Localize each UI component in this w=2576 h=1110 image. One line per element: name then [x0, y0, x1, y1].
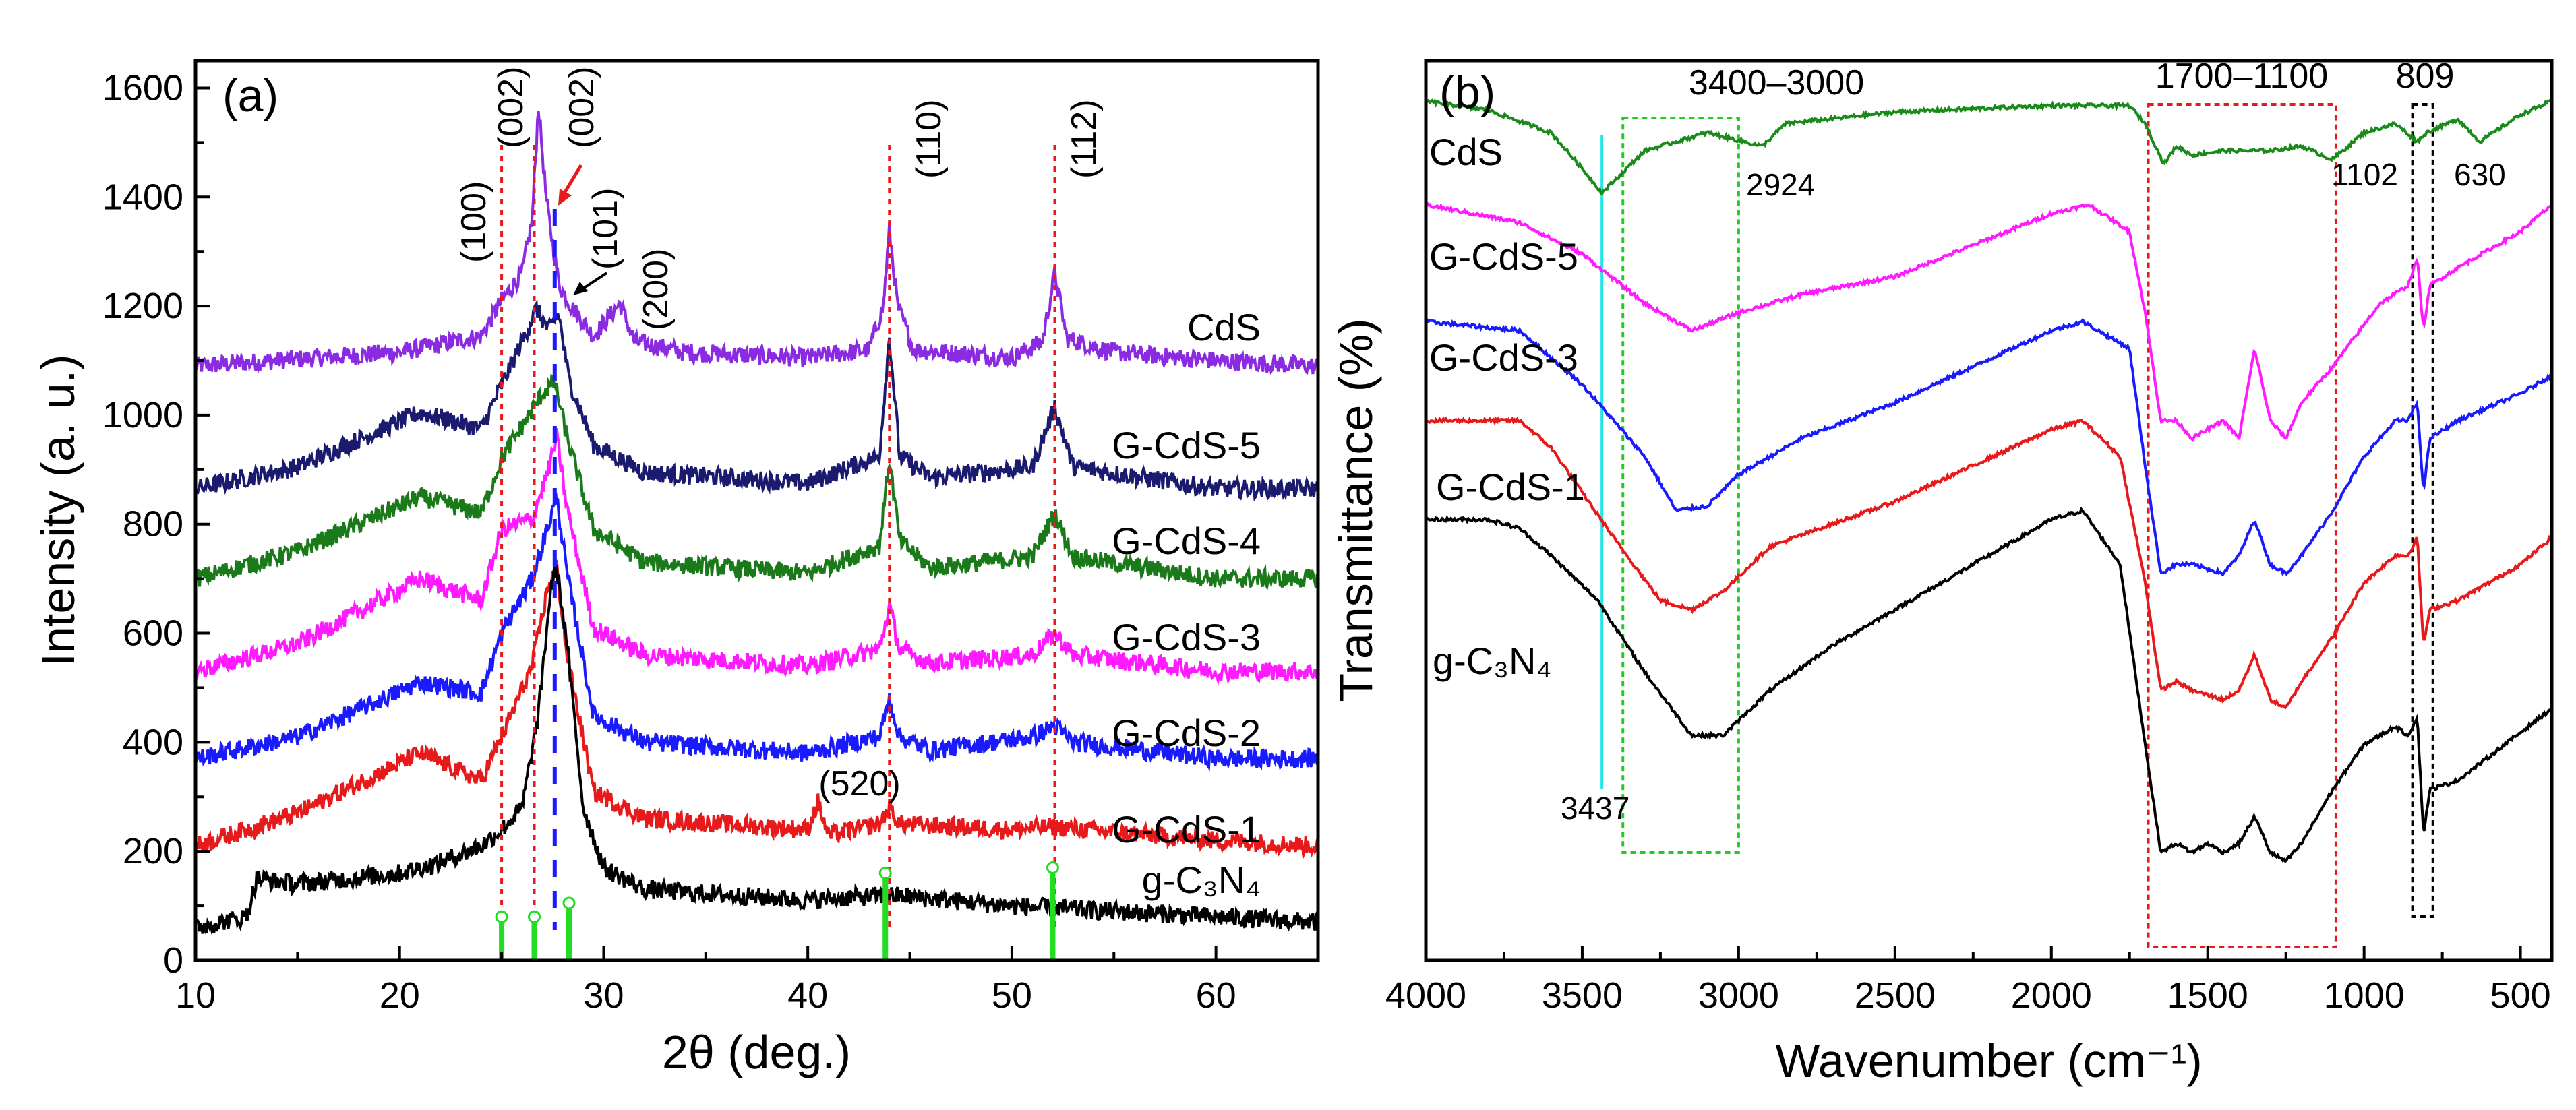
xrd-label-110: (110): [909, 99, 949, 179]
xrd-y-tick-label: 1000: [102, 395, 183, 435]
xrd-x-tick-label: 30: [583, 975, 624, 1016]
ftir-curve-g-cds-1: [1425, 416, 2553, 710]
ftir-label-1700-1100: 1700–1100: [2155, 57, 2328, 96]
xrd-label-520: (520): [818, 764, 900, 803]
ftir-x-axis-title: Wavenumber (cm⁻¹): [1775, 1035, 2202, 1087]
ftir-x-tick-label: 500: [2490, 975, 2551, 1016]
xrd-label-g-cds-5: G-CdS-5: [1112, 424, 1261, 466]
xrd-label-g-cds-3: G-CdS-3: [1112, 616, 1261, 658]
xrd-panel-label: (a): [222, 70, 278, 121]
xrd-curve-g-cds-1: [194, 559, 1319, 859]
xrd-series-group: [194, 111, 1319, 935]
xrd-label-g-cds-1: G-CdS-1: [1112, 808, 1261, 851]
xrd-y-axis-title: Intensity (a. u.): [32, 354, 84, 667]
xrd-label-g-cds-4: G-CdS-4: [1112, 520, 1261, 562]
xrd-reference-lines: [500, 145, 1056, 930]
xrd-y-tick-label: 0: [163, 940, 183, 981]
xrd-standard-peak-cap: [495, 910, 508, 923]
ftir-label-g-cds-1: G-CdS-1: [1436, 466, 1585, 508]
xrd-y-tick-label: 400: [123, 722, 183, 762]
ftir-panel: 4000 3500 3000 2500 2000 1500 1000 500 (b) Wave…: [1329, 57, 2554, 1087]
xrd-label-101: (101): [586, 188, 625, 270]
xrd-x-tick-label: 60: [1196, 975, 1236, 1016]
ftir-label-3400-3000: 3400–3000: [1689, 63, 1864, 102]
xrd-curve-g-cds-5: [194, 299, 1319, 502]
xrd-label-200: (200): [636, 249, 676, 330]
xrd-x-ticks: 10 20 30 40 50 60: [175, 946, 1319, 1016]
xrd-label-100: (100): [454, 181, 493, 263]
ftir-x-tick-label: 4000: [1385, 975, 1466, 1016]
xrd-label-002: (002): [491, 67, 531, 148]
ftir-region-box-black: [2411, 103, 2434, 918]
ftir-label-1102: 1102: [2331, 157, 2398, 192]
ftir-x-tick-label: 2000: [2011, 975, 2092, 1016]
xrd-y-tick-label: 1200: [102, 286, 183, 326]
xrd-x-tick-label: 50: [992, 975, 1032, 1016]
ftir-label-3437: 3437: [1561, 791, 1629, 826]
xrd-standard-peak-cap: [878, 867, 892, 880]
ftir-x-tick-label: 3500: [1542, 975, 1623, 1016]
ftir-x-tick-label: 2500: [1855, 975, 1936, 1016]
ftir-x-tick-label: 1500: [2167, 975, 2248, 1016]
ftir-curve-g-cds-3: [1425, 317, 2552, 577]
xrd-label-002-red: (002): [562, 67, 601, 148]
xrd-curve-g-c-n: [194, 565, 1319, 935]
ftir-region-boxes: [1600, 103, 2434, 948]
xrd-standard-peak-cap: [1046, 861, 1059, 874]
ftir-label-630: 630: [2454, 157, 2506, 192]
xrd-y-tick-label: 200: [123, 831, 183, 871]
xrd-curve-g-cds-4: [194, 373, 1319, 591]
xrd-label-g-c3n4: g-C₃N₄: [1142, 859, 1261, 901]
ftir-label-g-cds-3: G-CdS-3: [1429, 336, 1578, 379]
ftir-x-tick-label: 3000: [1698, 975, 1779, 1016]
xrd-y-tick-label: 1600: [102, 67, 183, 108]
ftir-series-group: [1425, 98, 2553, 864]
ftir-x-tick-label: 1000: [2324, 975, 2405, 1016]
xrd-arrow-002: [558, 164, 583, 206]
ftir-region-box-red: [2147, 103, 2337, 948]
ftir-region-box-green: [1621, 117, 1740, 854]
ftir-curve-g-cds-5: [1425, 202, 2552, 443]
ftir-label-g-c3n4: g-C₃N₄: [1433, 640, 1551, 682]
ftir-x-ticks: 4000 3500 3000 2500 2000 1500 1000 500: [1385, 946, 2551, 1016]
ftir-y-axis-title: Transmittance (%): [1329, 318, 1382, 702]
ftir-label-g-cds-5: G-CdS-5: [1429, 235, 1578, 278]
ftir-label-809: 809: [2396, 57, 2455, 96]
ftir-label-2924: 2924: [1746, 167, 1815, 202]
ftir-panel-label: (b): [1439, 67, 1495, 118]
xrd-y-ticks: 0 200 400 600 800 1000 1200 1400 1600: [102, 67, 210, 981]
xrd-standard-peak-cap: [562, 896, 576, 910]
xrd-standard-peaks: [495, 861, 1059, 960]
xrd-y-tick-label: 800: [123, 504, 183, 545]
xrd-curve-g-cds-3: [194, 428, 1319, 686]
xrd-x-tick-label: 10: [175, 975, 216, 1016]
xrd-x-tick-label: 40: [787, 975, 828, 1016]
xrd-curve-g-cds-2: [194, 493, 1319, 772]
ftir-label-cds: CdS: [1429, 131, 1503, 173]
xrd-curve-cds: [194, 111, 1319, 375]
xrd-y-tick-label: 600: [123, 613, 183, 654]
xrd-label-g-cds-2: G-CdS-2: [1112, 712, 1261, 754]
ftir-curve-g-c-n: [1425, 506, 2553, 864]
xrd-x-axis-title: 2θ (deg.): [662, 1026, 851, 1078]
xrd-standard-peak-cap: [528, 910, 541, 923]
xrd-plot-frame: [193, 59, 1320, 962]
xrd-x-tick-label: 20: [380, 975, 420, 1016]
xrd-panel: 10 20 30 40 50 60 0 200 400 600 800 1000 1200 1400 16…: [32, 59, 1320, 1078]
xrd-y-tick-label: 1400: [102, 177, 183, 217]
xrd-label-112: (112): [1065, 99, 1104, 179]
ftir-plot-frame: [1424, 59, 2554, 962]
xrd-label-cds: CdS: [1187, 306, 1261, 348]
ftir-curve-cds: [1425, 98, 2553, 195]
xrd-arrow-101: [573, 272, 608, 295]
